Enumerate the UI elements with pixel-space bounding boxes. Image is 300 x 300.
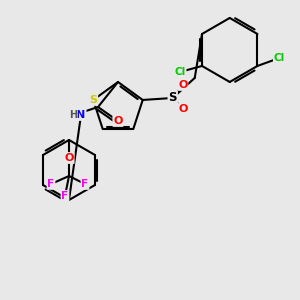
Text: H: H: [69, 110, 77, 120]
Text: O: O: [64, 153, 74, 163]
Text: O: O: [113, 116, 123, 126]
Text: S: S: [169, 92, 177, 104]
Text: Cl: Cl: [274, 53, 285, 63]
Text: Cl: Cl: [174, 67, 186, 77]
Text: S: S: [89, 95, 97, 105]
Text: F: F: [61, 191, 69, 201]
Text: F: F: [47, 179, 55, 189]
Text: F: F: [81, 179, 88, 189]
Text: O: O: [178, 80, 188, 90]
Text: O: O: [178, 104, 188, 114]
Text: N: N: [76, 110, 85, 120]
